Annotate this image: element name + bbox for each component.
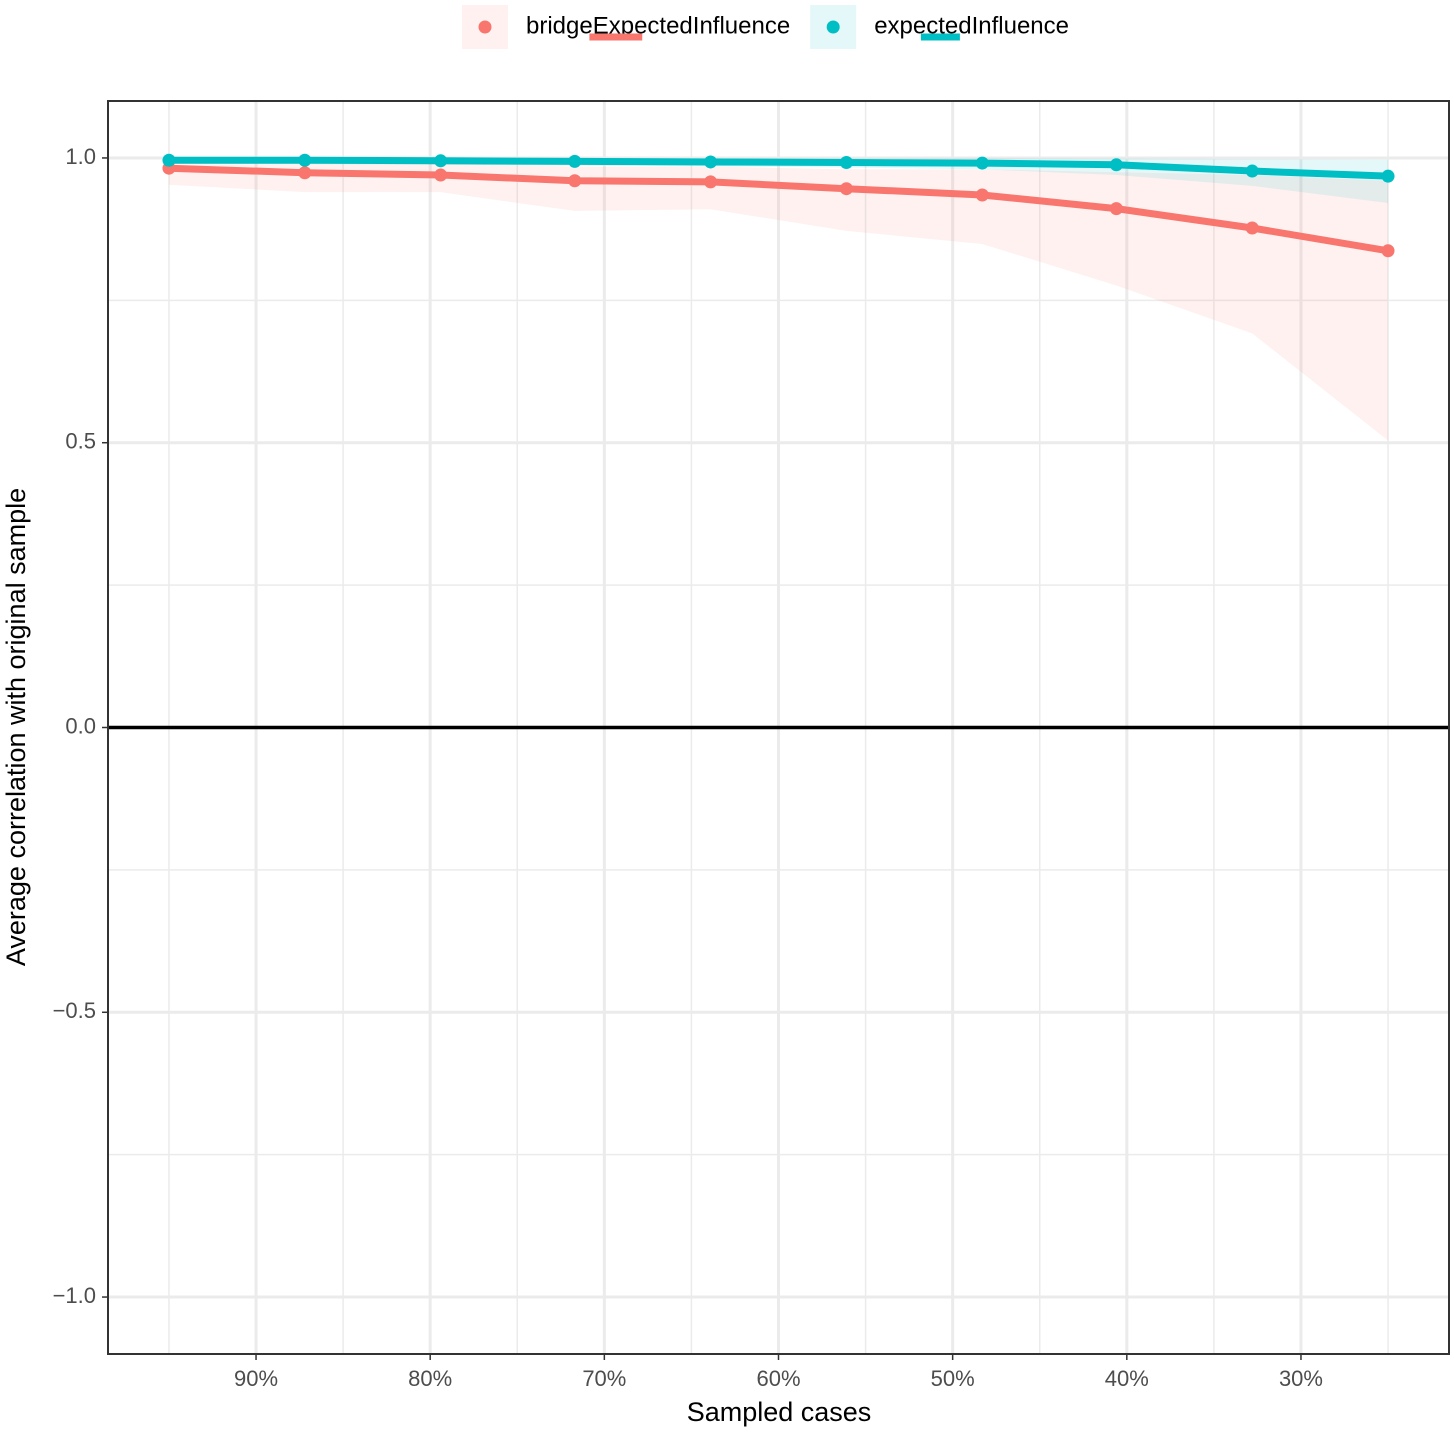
series-line <box>168 156 1389 180</box>
legend: bridgeExpectedInfluence expectedInfluence <box>462 5 1069 49</box>
point <box>704 155 718 169</box>
point <box>1381 169 1395 183</box>
point <box>298 166 312 180</box>
point <box>298 153 312 167</box>
x-tick-label: 70% <box>582 1366 626 1391</box>
point <box>704 175 718 189</box>
y-tick-label: −0.5 <box>53 998 96 1023</box>
point <box>1381 244 1395 258</box>
plot-border <box>107 100 1450 1355</box>
point <box>839 182 853 196</box>
point <box>568 174 582 188</box>
y-tick-label: 1.0 <box>65 144 96 169</box>
point <box>162 153 176 167</box>
legend-label: expectedInfluence <box>874 12 1069 39</box>
x-axis-title: Sampled cases <box>687 1397 872 1427</box>
y-tick-label: −1.0 <box>53 1283 96 1308</box>
point <box>1109 202 1123 216</box>
point <box>1245 164 1259 178</box>
legend-label: bridgeExpectedInfluence <box>526 12 790 39</box>
x-tick-label: 50% <box>931 1366 975 1391</box>
point <box>434 168 448 182</box>
y-tick-label: 0.5 <box>65 429 96 454</box>
y-axis-title: Average correlation with original sample <box>1 488 31 966</box>
legend-point <box>478 20 492 34</box>
x-tick-label: 90% <box>234 1366 278 1391</box>
point <box>1245 221 1259 235</box>
point <box>1109 158 1123 172</box>
point <box>975 156 989 170</box>
confidence-band <box>168 160 1389 441</box>
x-tick-label: 80% <box>408 1366 452 1391</box>
x-tick-label: 40% <box>1105 1366 1149 1391</box>
x-tick-label: 60% <box>756 1366 800 1391</box>
point <box>568 154 582 168</box>
x-tick-label: 30% <box>1279 1366 1323 1391</box>
point <box>975 188 989 202</box>
y-tick-label: 0.0 <box>65 713 96 738</box>
point <box>434 154 448 168</box>
confidence-band <box>168 157 1389 203</box>
legend-point <box>826 20 840 34</box>
series-line <box>168 164 1389 255</box>
point <box>839 156 853 170</box>
